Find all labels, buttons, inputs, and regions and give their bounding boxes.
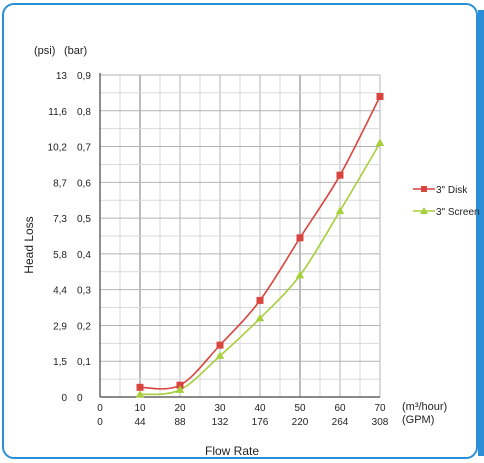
- y-tick-label-psi: 10,2: [48, 143, 68, 154]
- x-tick-label-m3h: 70: [374, 403, 386, 414]
- y-tick-label-psi: 13: [56, 71, 68, 82]
- x-tick-label-m3h: 10: [134, 403, 146, 414]
- y-tick-label-bar: 0,7: [77, 143, 91, 154]
- x-tick-label-gpm: 308: [372, 417, 389, 428]
- data-point-disk: [176, 381, 184, 389]
- x-tick-label-m3h: 0: [97, 403, 103, 414]
- x-tick-label-gpm: 132: [212, 417, 229, 428]
- data-point-disk: [216, 341, 224, 349]
- y-axis-title: Head Loss: [22, 216, 36, 273]
- tick-labels: 000,11,50,22,90,34,40,45,80,57,30,68,70,…: [48, 71, 389, 428]
- y-tick-label-psi: 0: [61, 393, 67, 404]
- y-tick-label-psi: 11,6: [48, 107, 67, 118]
- axes: [99, 73, 380, 398]
- x-tick-label-gpm: 176: [252, 417, 269, 428]
- x-tick-label-gpm: 220: [292, 417, 309, 428]
- y-tick-label-bar: 0,1: [77, 357, 91, 368]
- x-tick-label-m3h: 30: [214, 403, 226, 414]
- data-point-disk: [376, 92, 384, 100]
- y-tick-label-bar: 0: [77, 393, 83, 404]
- x-tick-label-m3h: 60: [334, 403, 346, 414]
- frame-edge: [478, 10, 484, 456]
- data-point-screen: [215, 351, 225, 359]
- legend-marker-disk: [421, 186, 427, 192]
- y-tick-label-psi: 8,7: [53, 178, 67, 189]
- grid: [100, 74, 381, 397]
- legend-label-screen: 3" Screen: [436, 207, 480, 218]
- x-unit-gpm: (GPM): [402, 414, 434, 426]
- data-point-screen: [335, 206, 345, 214]
- y-unit-bar: (bar): [64, 45, 87, 57]
- legend: 3" Disk 3" Screen: [413, 185, 480, 218]
- x-tick-label-gpm: 88: [174, 417, 186, 428]
- y-tick-label-psi: 7,3: [53, 214, 67, 225]
- x-unit-m3h: (m³/hour): [402, 401, 447, 413]
- data-point-screen: [295, 270, 305, 279]
- y-tick-label-bar: 0,2: [77, 321, 91, 332]
- x-tick-label-gpm: 44: [134, 417, 146, 428]
- y-tick-label-psi: 1,5: [53, 357, 67, 368]
- data-point-screen: [375, 138, 385, 146]
- legend-item-screen: 3" Screen: [413, 207, 480, 218]
- y-tick-label-psi: 2,9: [53, 321, 67, 332]
- y-tick-label-bar: 0,6: [77, 178, 91, 189]
- y-tick-label-bar: 0,3: [77, 286, 91, 297]
- x-tick-label-gpm: 264: [332, 417, 349, 428]
- y-tick-label-bar: 0,9: [77, 71, 91, 82]
- data-point-screen: [255, 313, 265, 322]
- series-markers: [135, 92, 385, 398]
- y-tick-label-psi: 5,8: [53, 250, 67, 261]
- data-point-disk: [136, 383, 144, 391]
- y-tick-label-bar: 0,8: [77, 107, 91, 118]
- data-point-disk: [336, 171, 344, 179]
- x-tick-label-m3h: 40: [254, 403, 266, 414]
- y-tick-label-bar: 0,4: [77, 250, 91, 261]
- x-tick-label-m3h: 20: [174, 403, 186, 414]
- data-point-disk: [256, 296, 264, 304]
- y-tick-label-bar: 0,5: [77, 214, 91, 225]
- x-tick-label-m3h: 50: [294, 403, 306, 414]
- legend-item-disk: 3" Disk: [413, 185, 468, 196]
- legend-marker-screen: [420, 207, 428, 214]
- y-unit-psi: (psi): [34, 45, 55, 57]
- x-tick-label-gpm: 0: [97, 417, 103, 428]
- x-axis-title: Flow Rate: [205, 444, 259, 458]
- data-point-disk: [296, 234, 304, 242]
- y-tick-label-psi: 4,4: [53, 286, 67, 297]
- data-point-screen: [135, 389, 145, 398]
- legend-label-disk: 3" Disk: [436, 185, 468, 196]
- data-point-screen: [175, 385, 185, 393]
